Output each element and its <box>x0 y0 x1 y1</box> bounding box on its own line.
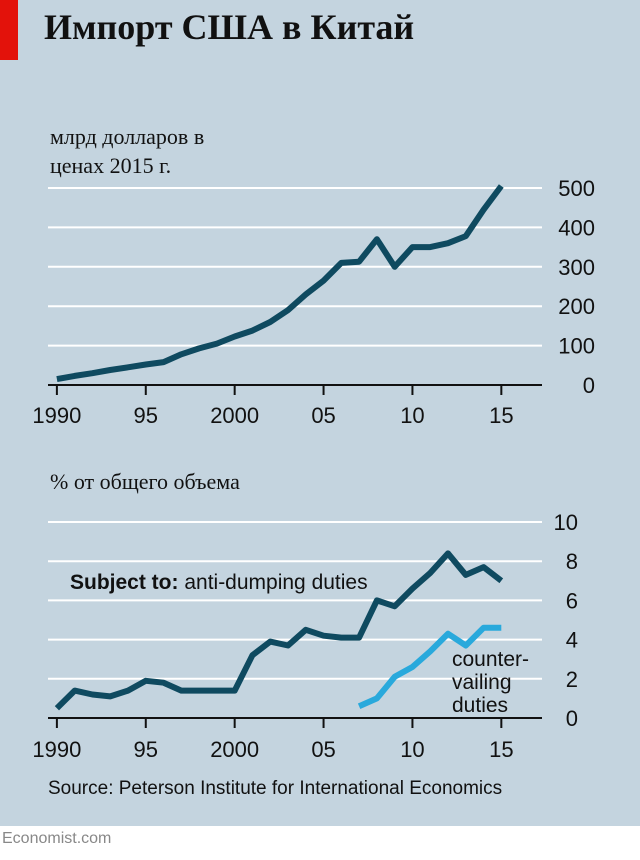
x-tick-label: 95 <box>134 737 158 762</box>
y-tick-label: 0 <box>583 373 595 398</box>
y-tick-label: 4 <box>566 628 578 653</box>
y-tick-label: 500 <box>558 176 595 201</box>
unit-label-line: млрд долларов в <box>50 124 204 149</box>
x-tick-label: 10 <box>400 403 424 428</box>
x-tick-label: 05 <box>311 403 335 428</box>
anti-dumping-label-bold: Subject to: <box>70 571 179 594</box>
countervailing-label-line: counter- <box>452 648 529 671</box>
x-tick-label: 1990 <box>32 403 81 428</box>
y-tick-label: 2 <box>566 667 578 692</box>
anti-dumping-line <box>54 550 504 711</box>
source-note: Source: Peterson Institute for Internati… <box>48 778 503 799</box>
y-tick-label: 0 <box>566 706 578 731</box>
x-tick-label: 2000 <box>210 737 259 762</box>
brand-red-tab <box>0 0 18 60</box>
anti-dumping-label-rest: anti-dumping duties <box>179 571 368 594</box>
unit-label-line: ценах 2015 г. <box>50 153 171 178</box>
chart-card: Импорт США в Китай млрд долларов в ценах … <box>0 0 640 826</box>
unit-label-line: % от общего объема <box>50 469 240 494</box>
y-tick-label: 300 <box>558 255 595 280</box>
x-tick-label: 15 <box>489 737 513 762</box>
y-tick-label: 100 <box>558 334 595 359</box>
x-tick-label: 1990 <box>32 737 81 762</box>
countervailing-label-line: duties <box>452 694 508 717</box>
y-tick-label: 400 <box>558 215 595 240</box>
x-tick-label: 15 <box>489 403 513 428</box>
share-chart: % от общего объема 0 2 4 6 8 10 1990 95 2000 05 10 1… <box>32 469 578 762</box>
x-tick-label: 95 <box>134 403 158 428</box>
x-tick-label: 10 <box>400 737 424 762</box>
x-tick-label: 05 <box>311 737 335 762</box>
anti-dumping-label: Subject to: anti-dumping duties <box>70 571 368 594</box>
imports-line <box>56 184 504 383</box>
imports-chart: млрд долларов в ценах 2015 г. 0 100 200 300 40… <box>32 124 595 428</box>
chart-title: Импорт США в Китай <box>44 7 415 47</box>
countervailing-line <box>357 624 502 709</box>
y-tick-label: 10 <box>554 510 578 535</box>
y-tick-label: 200 <box>558 294 595 319</box>
y-tick-label: 8 <box>566 549 578 574</box>
x-tick-label: 2000 <box>210 403 259 428</box>
countervailing-label-line: vailing <box>452 671 512 694</box>
y-tick-label: 6 <box>566 588 578 613</box>
footer-credit: Economist.com <box>2 830 112 847</box>
